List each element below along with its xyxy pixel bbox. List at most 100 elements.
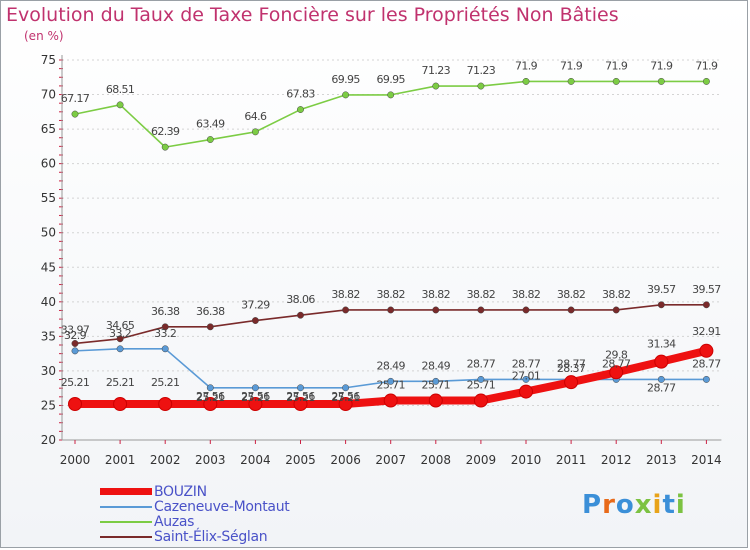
logo-letter: o [615,490,635,520]
data-point [293,397,308,412]
data-point [338,397,353,412]
data-label: 28.77 [512,357,541,370]
data-point [297,311,304,319]
data-label: 34.65 [106,319,135,332]
legend-label: Saint-Élix-Séglan [154,528,268,545]
chart-title: Evolution du Taux de Taxe Foncière sur l… [6,4,619,26]
x-tick-label: 2001 [105,453,136,467]
legend-swatch [100,535,152,538]
y-tick-label: 55 [41,191,56,205]
data-label: 25.21 [151,376,180,389]
data-point [71,110,79,118]
legend-label: BOUZIN [154,483,207,500]
data-label: 63.49 [196,118,225,131]
data-label: 38.82 [512,288,541,301]
data-label: 71.9 [650,59,673,72]
data-point [161,345,169,353]
data-point [432,82,440,90]
data-point [699,343,714,358]
data-label: 37.29 [241,299,270,312]
y-axis-unit: (en %) [24,29,64,43]
data-label: 32.91 [692,325,721,338]
data-label: 25.21 [241,391,270,404]
data-point [522,306,530,314]
data-label: 38.82 [331,288,360,301]
data-label: 71.23 [467,64,496,77]
data-point [522,77,530,85]
x-tick-label: 2014 [691,453,722,467]
legend-swatch [100,505,152,508]
data-point [432,377,440,385]
y-tick-label: 70 [41,88,56,102]
data-label: 25.71 [422,379,451,392]
legend-item: Saint-Élix-Séglan [100,528,289,545]
legend-swatch [100,488,152,495]
data-point [522,375,530,383]
data-point [71,340,79,347]
x-tick-label: 2009 [466,453,497,467]
data-point [71,347,79,355]
data-label: 28.49 [422,359,451,372]
data-label: 27.56 [196,390,225,403]
legend-label: Cazeneuve-Montaut [154,498,290,515]
data-label: 36.38 [151,305,180,318]
data-point [612,77,620,85]
data-point [654,354,669,369]
data-label: 28.37 [557,362,586,375]
data-point [609,365,624,380]
data-point [519,384,533,399]
y-tick-label: 50 [41,226,56,240]
data-point [564,375,579,390]
y-tick-label: 75 [41,53,56,67]
data-point [473,393,488,408]
data-label: 39.57 [647,283,676,296]
y-tick-label: 60 [41,157,56,171]
data-label: 33.2 [154,327,176,340]
x-tick-label: 2010 [511,453,542,467]
data-point [203,397,218,412]
data-label: 31.34 [647,338,676,351]
data-label: 27.56 [241,390,270,403]
x-tick-label: 2002 [150,453,181,467]
legend-swatch [100,520,152,523]
data-point [206,384,214,392]
data-label: 67.83 [286,88,315,101]
data-point [68,397,82,412]
data-label: 27.01 [512,370,541,383]
data-label: 38.82 [422,288,451,301]
data-label: 67.17 [61,92,90,105]
data-point [342,306,350,314]
data-point [297,384,304,392]
data-label: 69.95 [376,73,405,86]
x-tick-label: 2004 [240,453,271,467]
data-point [251,128,259,136]
data-point [387,91,395,99]
data-point [428,393,443,408]
legend: BOUZIN Cazeneuve-Montaut Auzas Saint-Élix-S… [100,483,290,545]
x-tick-label: 2007 [375,453,406,467]
series-layer [68,77,714,412]
data-point [161,323,169,331]
data-label: 38.82 [557,288,586,301]
y-tick-label: 30 [41,364,56,378]
y-tick-label: 35 [41,329,56,343]
data-point [297,106,304,113]
data-point [567,306,575,314]
data-point [342,91,350,99]
data-label: 25.21 [61,376,90,389]
data-label: 38.82 [467,288,496,301]
data-point [432,306,440,314]
data-label: 71.23 [422,64,451,77]
data-label: 36.38 [196,305,225,318]
data-label: 25.71 [376,379,405,392]
logo-letter: r [602,490,616,520]
data-point [342,384,350,392]
x-tick-label: 2005 [285,453,316,467]
logo-letter: i [652,490,663,520]
data-label: 38.82 [376,288,405,301]
data-point [161,143,169,151]
data-point [657,375,665,383]
logo-letter: t [662,490,676,520]
data-label: 25.71 [467,379,496,392]
data-point [387,306,395,314]
